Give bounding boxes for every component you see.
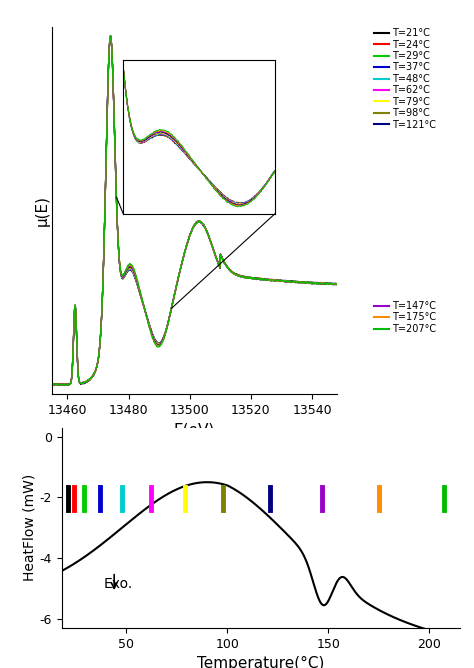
Y-axis label: HeatFlow (mW): HeatFlow (mW) (23, 474, 37, 581)
Text: Exo.: Exo. (104, 577, 133, 591)
Y-axis label: μ(E): μ(E) (34, 195, 49, 226)
X-axis label: E(eV): E(eV) (173, 422, 215, 438)
Legend: T=147°C, T=175°C, T=207°C: T=147°C, T=175°C, T=207°C (370, 297, 440, 338)
X-axis label: Temperature(°C): Temperature(°C) (197, 656, 324, 668)
